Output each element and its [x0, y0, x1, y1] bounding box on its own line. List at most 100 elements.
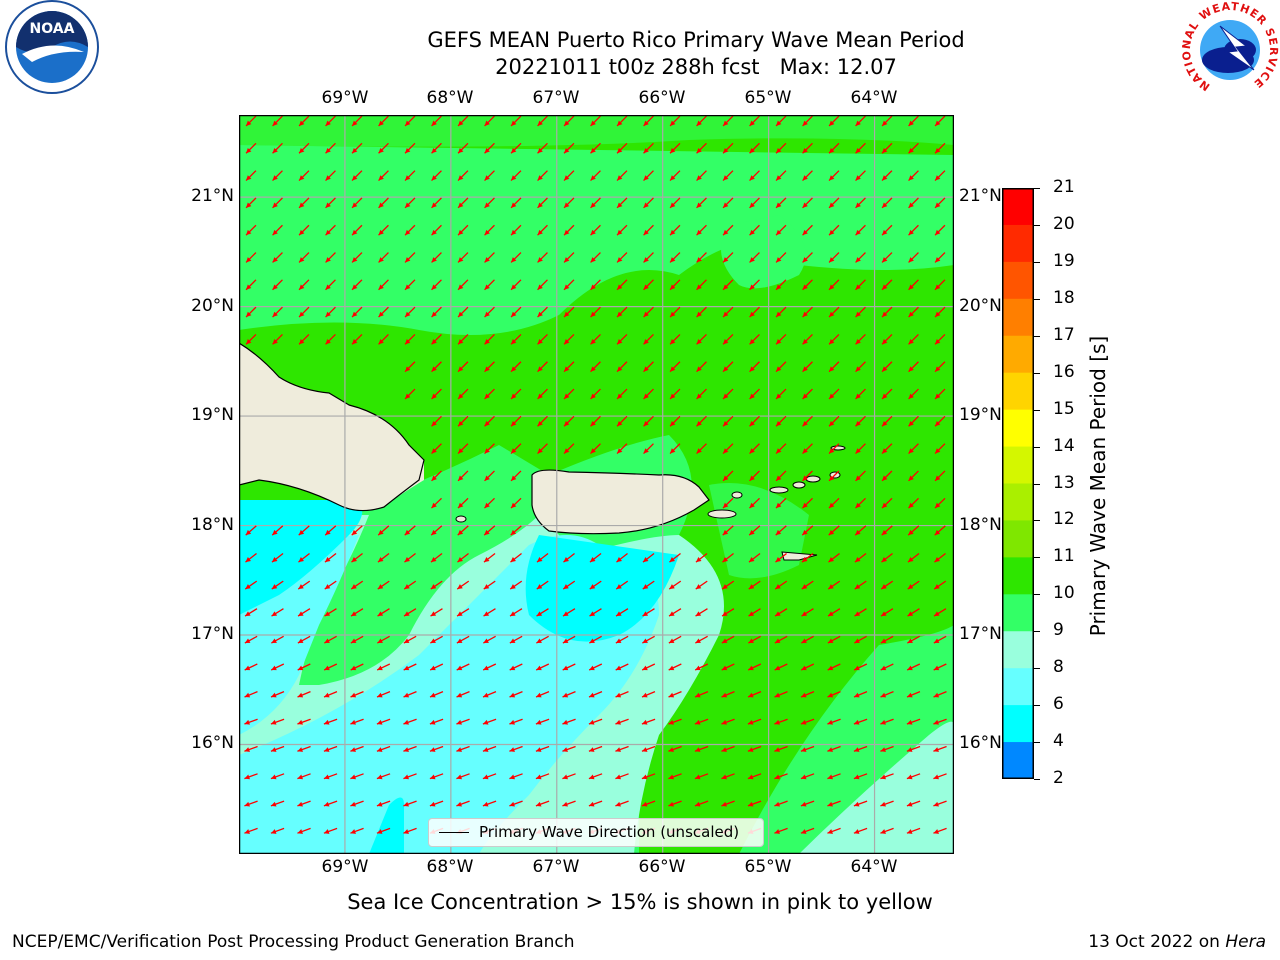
lat-tick-left: 16°N: [191, 733, 234, 753]
wave-direction-arrowhead: [880, 774, 886, 780]
wave-direction-arrowhead: [350, 801, 356, 807]
lat-tick-left: 21°N: [191, 186, 234, 206]
colorbar-tick-label: 20: [1053, 213, 1075, 234]
wave-direction-arrowhead: [855, 202, 861, 208]
wave-direction-arrowhead: [880, 638, 887, 644]
wave-direction-arrowhead: [933, 692, 940, 698]
lat-tick-left: 18°N: [191, 515, 234, 535]
wave-direction-arrowhead: [721, 801, 727, 807]
wave-direction-arrowhead: [721, 719, 727, 725]
island: [731, 491, 743, 499]
wave-direction-arrowhead: [670, 366, 676, 372]
wave-direction-arrowhead: [482, 719, 489, 725]
colorbar-tick-label: 14: [1053, 435, 1075, 456]
wave-direction-arrowhead: [774, 638, 781, 644]
wave-direction-arrowhead: [616, 611, 622, 617]
wave-direction-arrowhead: [802, 475, 808, 481]
wave-direction-arrowhead: [776, 284, 782, 290]
wave-direction-arrowhead: [617, 393, 623, 399]
wave-direction-arrowhead: [405, 175, 411, 181]
wave-direction-arrowhead: [670, 202, 676, 208]
wave-direction-arrowhead: [696, 339, 702, 345]
wave-direction-arrowhead: [641, 774, 648, 780]
wave-direction-arrowhead: [537, 120, 543, 126]
wave-direction-arrowhead: [325, 120, 331, 126]
wave-direction-arrowhead: [774, 801, 780, 807]
wave-direction-arrowhead: [908, 257, 914, 263]
wave-direction-arrowhead: [749, 147, 755, 154]
wave-direction-arrowhead: [828, 584, 834, 590]
wave-direction-arrowhead: [458, 366, 464, 372]
wave-direction-arrowhead: [271, 692, 277, 698]
wave-direction-arrowhead: [802, 120, 808, 126]
wave-direction-arrowhead: [325, 284, 331, 290]
wave-direction-arrowhead: [694, 774, 701, 780]
wave-direction-arrowhead: [748, 557, 755, 563]
wave-direction-arrowhead: [271, 611, 278, 617]
wave-direction-arrowhead: [483, 584, 490, 590]
wave-direction-arrowhead: [882, 120, 888, 126]
wave-direction-arrowhead: [588, 774, 595, 780]
legend-label: Primary Wave Direction (unscaled): [479, 823, 740, 841]
wave-direction-arrowhead: [670, 120, 676, 126]
wave-direction-arrowhead: [270, 829, 277, 834]
wave-direction-arrowhead: [351, 584, 357, 590]
wave-direction-arrowhead: [643, 366, 649, 372]
wave-direction-arrowhead: [827, 829, 833, 834]
wave-direction-arrowhead: [246, 339, 252, 345]
wave-direction-arrowhead: [776, 202, 782, 208]
colorbar-tick: [1034, 335, 1040, 337]
wave-direction-arrowhead: [537, 202, 543, 208]
wave-direction-arrowhead: [880, 665, 887, 671]
wave-direction-arrowhead: [881, 584, 887, 590]
wave-direction-arrowhead: [430, 557, 437, 563]
wave-direction-arrowhead: [323, 719, 330, 725]
wave-direction-arrowhead: [589, 611, 596, 617]
wave-direction-arrowhead: [564, 339, 570, 345]
wave-direction-arrowhead: [855, 529, 861, 536]
wave-direction-arrowhead: [484, 175, 490, 181]
wave-direction-arrowhead: [906, 774, 913, 780]
wave-direction-arrowhead: [431, 475, 437, 481]
wave-direction-arrowhead: [908, 120, 914, 126]
wave-direction-arrowhead: [483, 557, 490, 563]
svg-text:NOAA: NOAA: [30, 21, 75, 37]
wave-direction-arrowhead: [509, 801, 515, 807]
island: [455, 515, 467, 523]
colorbar-band: [1002, 520, 1034, 558]
wave-direction-arrowhead: [642, 557, 649, 563]
wave-direction-arrowhead: [800, 774, 807, 780]
wave-direction-arrowhead: [853, 747, 860, 752]
wave-direction-arrowhead: [536, 584, 543, 590]
wave-direction-arrowhead: [934, 502, 941, 509]
wave-direction-arrowhead: [908, 339, 914, 345]
wave-direction-arrowhead: [749, 202, 755, 208]
wave-direction-arrowhead: [642, 584, 649, 590]
wave-direction-arrowhead: [670, 147, 676, 154]
wave-direction-arrowhead: [748, 611, 755, 617]
wave-direction-arrowhead: [456, 692, 463, 698]
producer-credit: NCEP/EMC/Verification Post Processing Pr…: [12, 932, 575, 952]
wave-direction-arrowhead: [590, 448, 596, 454]
wave-direction-arrowhead: [908, 529, 914, 536]
wave-direction-arrowhead: [403, 801, 409, 807]
wave-direction-arrowhead: [749, 366, 755, 372]
wave-direction-arrowhead: [828, 557, 834, 563]
wave-direction-arrowhead: [776, 420, 782, 427]
colorbar-band: [1002, 335, 1034, 374]
wave-direction-arrowhead: [323, 829, 330, 834]
wave-direction-arrowhead: [933, 747, 939, 752]
wave-direction-arrowhead: [511, 475, 517, 481]
wave-direction-arrowhead: [590, 366, 596, 372]
wave-direction-arrowhead: [299, 175, 305, 181]
wave-direction-arrowhead: [430, 692, 436, 698]
wave-direction-arrowhead: [511, 339, 517, 345]
wave-direction-arrowhead: [882, 420, 888, 427]
wave-direction-arrowhead: [802, 529, 808, 536]
wave-direction-arrowhead: [484, 229, 490, 236]
wave-direction-arrowhead: [456, 774, 462, 780]
island: [707, 509, 737, 519]
wave-direction-arrowhead: [668, 692, 675, 698]
wave-direction-arrowhead: [377, 611, 384, 617]
period-field-10-11: [239, 115, 954, 147]
